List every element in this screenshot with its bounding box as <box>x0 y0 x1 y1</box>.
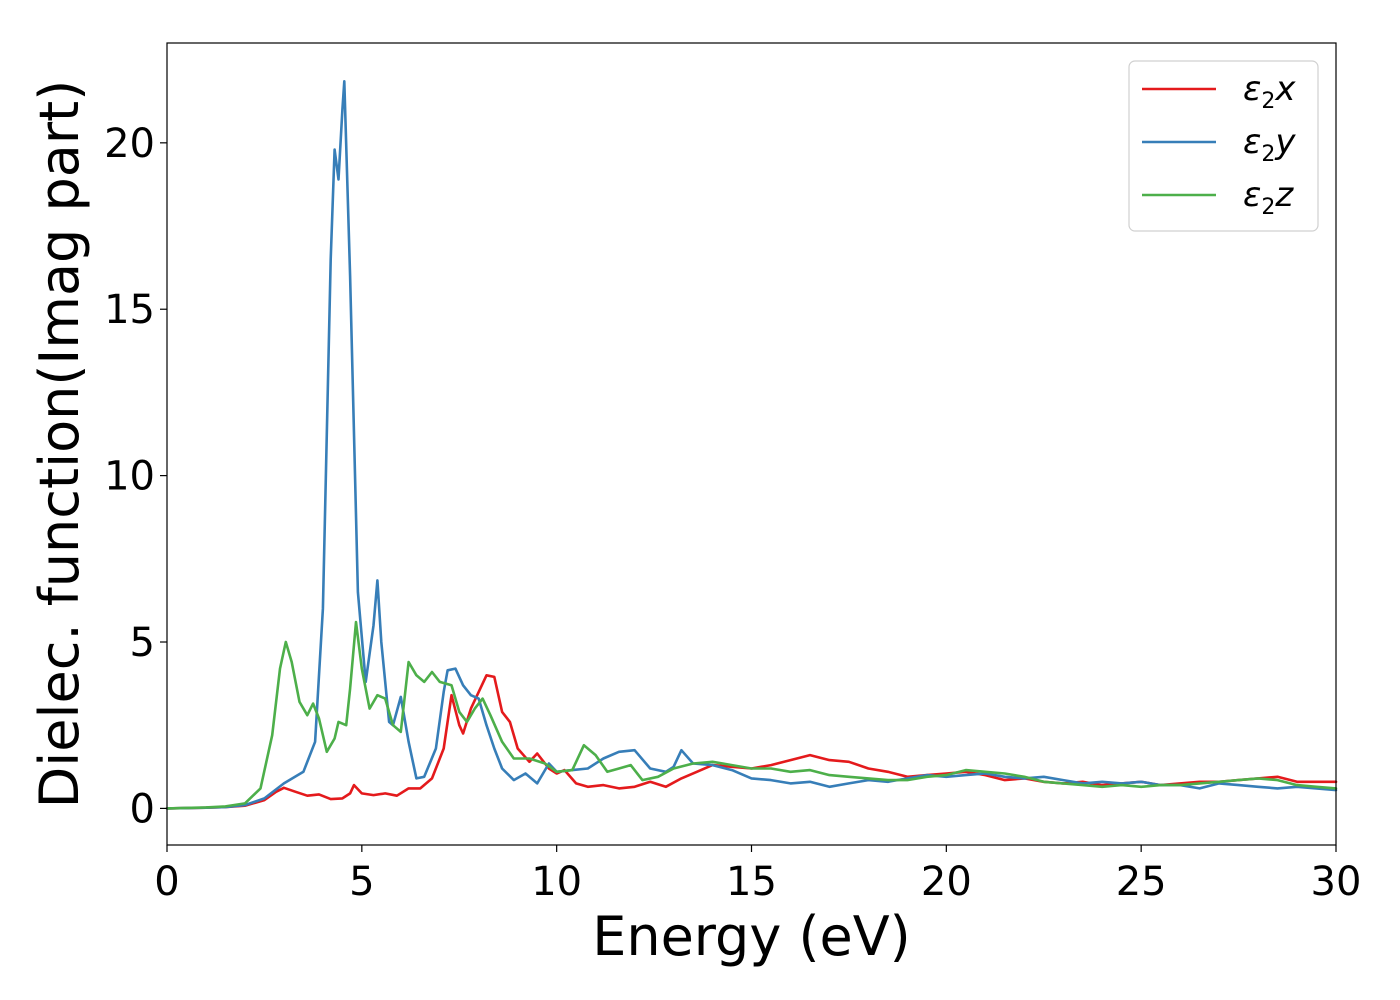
legend-label-suffix: y <box>1274 122 1296 162</box>
x-axis-label: Energy (eV) <box>592 905 911 968</box>
x-tick-label: 25 <box>1116 859 1167 905</box>
x-axis-ticks: 0 5 10 15 20 25 30 <box>154 845 1361 905</box>
legend-box <box>1128 60 1319 232</box>
legend-label-main: ε <box>1243 69 1261 109</box>
x-tick-label: 30 <box>1311 859 1362 905</box>
x-tick-label: 5 <box>349 859 374 905</box>
x-tick-label: 10 <box>531 859 582 905</box>
legend-label-0: ε2x <box>1243 69 1296 114</box>
y-axis-ticks: 0 5 10 15 20 <box>104 121 167 832</box>
legend-label-main: ε <box>1243 175 1261 215</box>
legend-label-subscript: 2 <box>1261 89 1275 114</box>
legend-label-1: ε2y <box>1243 122 1296 167</box>
y-tick-label: 5 <box>130 620 155 666</box>
series-line-2 <box>165 620 1338 810</box>
legend-label-2: ε2z <box>1243 175 1294 220</box>
y-axis-label: Dielec. function(Imag part) <box>28 80 91 809</box>
legend-label-suffix: x <box>1274 69 1296 109</box>
x-tick-label: 20 <box>921 859 972 905</box>
y-tick-label: 20 <box>104 121 155 167</box>
y-tick-label: 0 <box>130 786 155 832</box>
series-layer <box>165 80 1338 810</box>
legend-label-main: ε <box>1243 122 1261 162</box>
legend-label-subscript: 2 <box>1261 142 1275 167</box>
x-tick-label: 0 <box>154 859 179 905</box>
legend-label-subscript: 2 <box>1261 195 1275 220</box>
x-tick-label: 15 <box>726 859 777 905</box>
y-tick-label: 10 <box>104 454 155 500</box>
series-line-0 <box>165 674 1338 810</box>
y-tick-label: 15 <box>104 287 155 333</box>
legend-label-suffix: z <box>1274 175 1294 215</box>
series-line-1 <box>165 80 1338 810</box>
